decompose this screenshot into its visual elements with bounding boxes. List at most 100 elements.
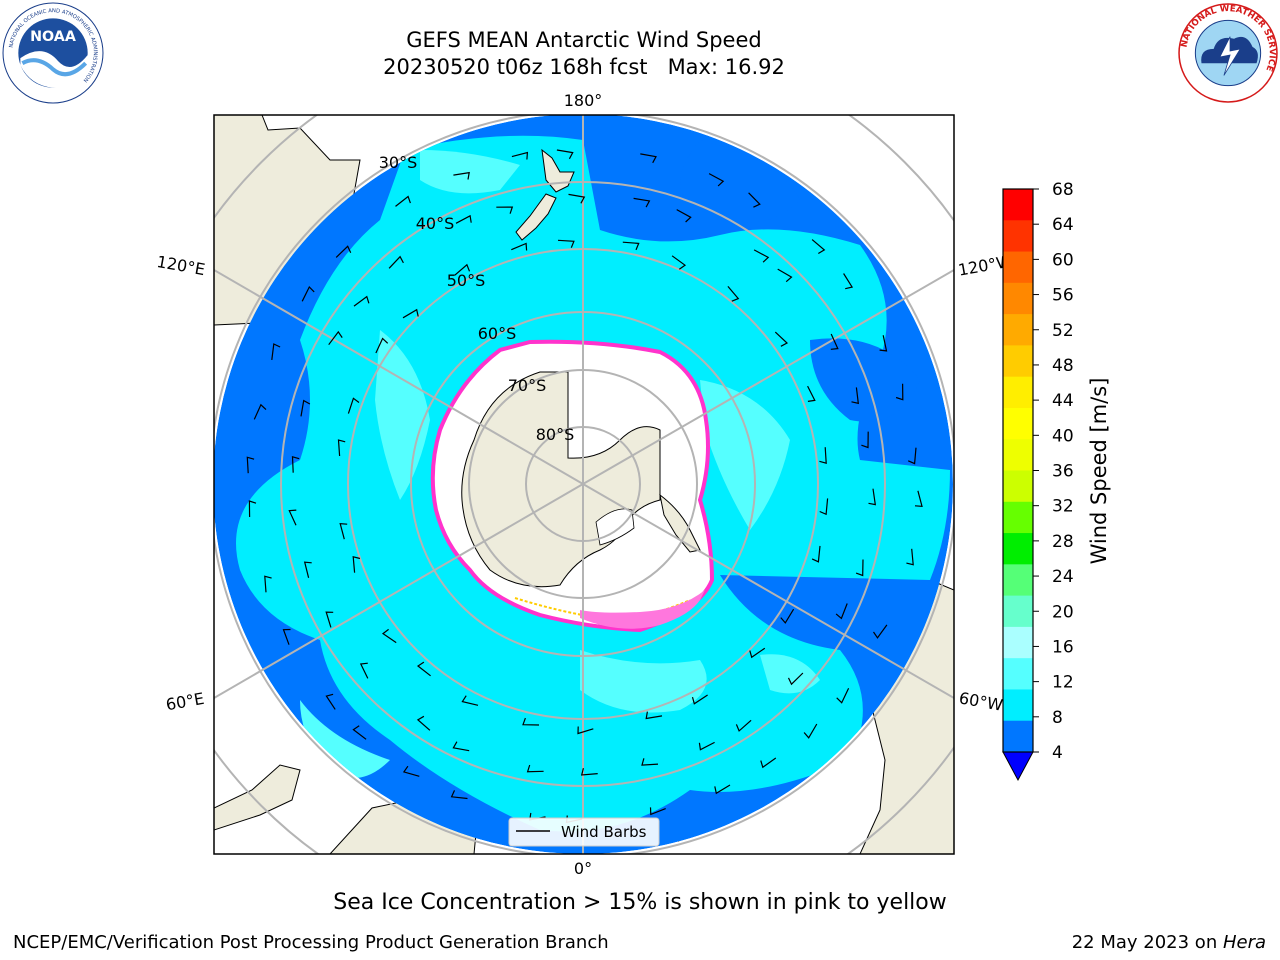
lat-label-70s: 70°S [508, 376, 547, 395]
wind-barb [760, 757, 777, 769]
wind-barb [454, 263, 471, 276]
wind-barb [337, 439, 346, 457]
wind-barb [381, 628, 397, 644]
wind-barb [577, 726, 594, 735]
wind-barb [774, 331, 789, 347]
wind-barb [352, 556, 361, 573]
wind-barb [807, 385, 816, 402]
wind-barb [835, 603, 848, 620]
wind-barb [819, 447, 827, 465]
lon-label-0: 0° [574, 859, 592, 878]
chart-title: GEFS MEAN Antarctic Wind Speed [406, 28, 762, 52]
wind-barb [325, 693, 336, 710]
wind-barb [861, 431, 869, 449]
map-legend: Wind Barbs [508, 817, 660, 847]
wind-barb [714, 784, 731, 795]
graticule [214, 115, 954, 854]
wind-barb [624, 104, 640, 111]
colorbar-tick-label: 4 [1052, 743, 1063, 763]
lon-label-120e: 120°E [155, 252, 206, 279]
wind-barb [359, 662, 369, 679]
sea-ice-note: Sea Ice Concentration > 15% is shown in … [333, 890, 947, 915]
wind-barb [402, 308, 419, 319]
footer-host: Hera [1222, 932, 1266, 953]
wind-barb [461, 695, 479, 706]
colorbar-tick-label: 40 [1052, 426, 1074, 446]
lat-label-40s: 40°S [416, 214, 455, 233]
noaa-wordmark: NOAA [30, 29, 76, 45]
wind-barb [455, 214, 472, 224]
wind-barb [727, 286, 740, 302]
colorbar-label: Wind Speed [m/s] [1087, 378, 1111, 565]
wind-barb [811, 239, 826, 255]
colorbar-tick-label: 36 [1052, 462, 1074, 482]
wind-barb [604, 860, 619, 867]
footer-date-text: 22 May 2023 on [1071, 932, 1223, 953]
wind-barb [803, 723, 818, 739]
wind-barb [328, 330, 343, 346]
wind-barb [868, 488, 877, 506]
wind-barb [914, 490, 923, 507]
wind-barb [496, 206, 514, 214]
wind-barb [556, 149, 574, 160]
wind-barb [416, 715, 431, 731]
wind-barb [203, 430, 210, 446]
wind-barb [402, 765, 420, 777]
legend-label: Wind Barbs [561, 823, 647, 841]
colorbar-tick-label: 68 [1052, 180, 1074, 200]
colorbar-bin [1003, 407, 1033, 440]
wind-barb [335, 245, 352, 258]
wind-barb [691, 694, 708, 705]
wind-barb [291, 455, 300, 473]
wind-barb [906, 548, 914, 566]
wind-barb [855, 559, 864, 577]
wind-barb [873, 624, 888, 639]
wind-barb [271, 343, 281, 360]
wind-barb [536, 858, 552, 865]
wind-barb [708, 173, 725, 187]
colorbar-tick-label: 24 [1052, 567, 1074, 587]
wind-barb [748, 192, 761, 208]
colorbar-bin [1003, 251, 1033, 284]
colorbar-bin [1003, 533, 1033, 565]
wind-barb [749, 647, 766, 659]
noaa-logo: NOAA NATIONAL OCEANIC AND ATMOSPHERIC AD… [2, 2, 104, 104]
colorbar-bin [1003, 720, 1033, 753]
wind-barb [622, 241, 640, 251]
colorbar-bin [1003, 501, 1033, 534]
lat-label-60s: 60°S [478, 324, 517, 343]
lon-label-60e: 60°E [164, 689, 205, 714]
wind-barb [282, 628, 291, 645]
wind-barb [851, 387, 859, 405]
colorbar-bin [1003, 595, 1033, 628]
colorbar-bin [1003, 470, 1033, 503]
wind-barb [303, 561, 312, 578]
wind-barb [780, 608, 795, 624]
wind-barb [907, 447, 917, 465]
colorbar-bin [1003, 376, 1033, 409]
nws-logo: NATIONAL WEATHER SERVICE [1178, 3, 1278, 103]
colorbar-tick-label: 12 [1052, 673, 1074, 693]
wind-barb [580, 768, 598, 776]
wind-barb [671, 255, 687, 270]
colorbar-tick-label: 56 [1052, 286, 1074, 306]
wind-barb [526, 764, 544, 773]
wind-barb [879, 335, 888, 352]
wind-barb [325, 611, 334, 628]
wind-barb [568, 193, 586, 204]
wind-barb [453, 171, 470, 180]
wind-barb [698, 741, 715, 751]
colorbar-bin [1003, 658, 1033, 690]
colorbar-tick-label: 32 [1052, 497, 1074, 517]
wind-barb [246, 456, 255, 474]
wind-barb [676, 209, 692, 223]
wind-barb [538, 105, 554, 112]
wind-barb [777, 268, 793, 283]
wind-barb [395, 195, 411, 207]
colorbar-bin [1003, 189, 1033, 221]
wind-barb [339, 523, 348, 540]
colorbar-tick-label: 16 [1052, 637, 1074, 657]
wind-barb [264, 575, 272, 593]
wind-barb [511, 242, 528, 251]
